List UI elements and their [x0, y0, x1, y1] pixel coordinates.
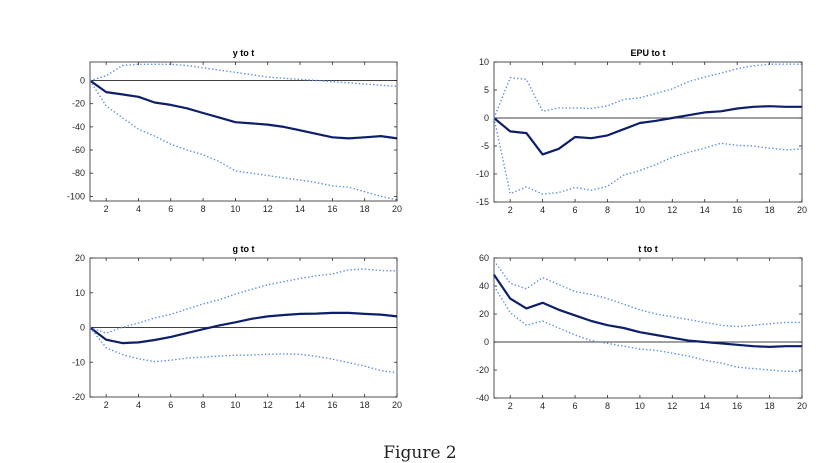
x-tick-label: 18 — [360, 400, 370, 410]
x-tick-label: 6 — [168, 400, 173, 410]
x-tick-label: 6 — [168, 204, 173, 214]
x-tick-label: 6 — [573, 205, 578, 215]
y-tick-label: -60 — [72, 145, 85, 155]
x-tick-label: 18 — [765, 401, 775, 411]
confidence-band-lower-line — [493, 285, 802, 373]
median-response-line — [493, 105, 802, 156]
y-tick-label: -20 — [72, 99, 85, 109]
panel-title: g to t — [233, 244, 255, 254]
x-tick-label: 4 — [136, 204, 141, 214]
y-tick-label: -40 — [476, 393, 489, 403]
x-tick-label: 10 — [230, 204, 240, 214]
x-tick-label: 2 — [508, 205, 513, 215]
x-tick-label: 20 — [392, 400, 402, 410]
y-tick-label: 20 — [479, 309, 489, 319]
x-tick-label: 6 — [573, 401, 578, 411]
confidence-band-lower-line — [89, 80, 398, 201]
y-tick-label: 40 — [479, 281, 489, 291]
x-tick-label: 8 — [605, 205, 610, 215]
confidence-band-upper-line — [493, 63, 802, 119]
y-tick-label: 60 — [479, 253, 489, 263]
panel-title: EPU to t — [631, 48, 666, 58]
x-tick-label: 14 — [700, 401, 710, 411]
median-response-line — [89, 79, 398, 140]
y-tick-label: 0 — [80, 323, 85, 333]
x-tick-label: 4 — [136, 400, 141, 410]
axes-box — [89, 61, 398, 202]
x-tick-label: 2 — [104, 204, 109, 214]
median-response-line — [89, 311, 398, 345]
y-tick-label: 20 — [75, 253, 85, 263]
confidence-band-lower-line — [493, 117, 803, 195]
y-tick-label: -100 — [67, 191, 85, 201]
y-tick-label: 0 — [484, 113, 489, 123]
x-tick-label: 18 — [765, 205, 775, 215]
figure-caption: Figure 2 — [383, 443, 457, 463]
y-tick-label: -20 — [72, 392, 85, 402]
y-tick-label: -20 — [476, 365, 489, 375]
median-response-line — [493, 274, 802, 348]
panel-title: t to t — [638, 244, 658, 254]
x-tick-label: 4 — [540, 401, 545, 411]
x-tick-label: 16 — [732, 205, 742, 215]
x-tick-label: 2 — [508, 401, 513, 411]
y-tick-label: -5 — [481, 141, 489, 151]
y-tick-label: -10 — [72, 357, 85, 367]
x-tick-label: 14 — [295, 400, 305, 410]
x-tick-label: 8 — [201, 400, 206, 410]
panel-3: g to t 2 4 6 8 10 12 14 16 18 20 20 10 0 -10 -20 — [72, 244, 402, 410]
panel-title: y to t — [233, 48, 255, 58]
x-tick-label: 10 — [635, 205, 645, 215]
x-tick-label: 12 — [263, 204, 273, 214]
x-tick-label: 12 — [667, 401, 677, 411]
y-tick-label: 10 — [479, 57, 489, 67]
confidence-band-upper-line — [89, 268, 398, 334]
y-tick-label: 10 — [75, 288, 85, 298]
x-tick-label: 14 — [295, 204, 305, 214]
x-tick-label: 10 — [230, 400, 240, 410]
x-tick-label: 14 — [700, 205, 710, 215]
confidence-band-upper-line — [493, 260, 802, 328]
y-tick-label: 0 — [484, 337, 489, 347]
confidence-band-lower-line — [89, 327, 398, 374]
panel-1: y to t 2 4 6 8 10 12 14 16 18 20 0 -20 -40 -60 -80 -100 — [67, 48, 402, 214]
x-tick-label: 20 — [797, 401, 807, 411]
x-tick-label: 16 — [327, 400, 337, 410]
x-tick-label: 12 — [263, 400, 273, 410]
panel-2: EPU to t 2 4 6 8 10 12 14 16 18 20 10 5 0 -5 -10 -15 — [476, 48, 807, 215]
y-tick-label: -80 — [72, 168, 85, 178]
figure-canvas: y to t2 4 6 8 10 12 14 16 18 200-20-40-60-80-100E… — [67, 48, 807, 411]
x-tick-label: 18 — [360, 204, 370, 214]
x-tick-label: 8 — [201, 204, 206, 214]
axes-box — [493, 257, 803, 399]
x-tick-label: 12 — [667, 205, 677, 215]
y-tick-label: 0 — [80, 76, 85, 86]
x-tick-label: 20 — [797, 205, 807, 215]
y-tick-label: -40 — [72, 122, 85, 132]
y-tick-label: -15 — [476, 197, 489, 207]
y-tick-label: 5 — [484, 85, 489, 95]
x-tick-label: 2 — [104, 400, 109, 410]
x-tick-label: 4 — [540, 205, 545, 215]
x-tick-label: 16 — [732, 401, 742, 411]
x-tick-label: 16 — [327, 204, 337, 214]
y-tick-label: -10 — [476, 169, 489, 179]
panel-4: t to t 2 4 6 8 10 12 14 16 18 20 60 40 20 0 -20 -40 — [476, 244, 807, 411]
axes-box — [493, 61, 803, 203]
confidence-band-upper-line — [89, 63, 398, 87]
x-tick-label: 10 — [635, 401, 645, 411]
x-tick-label: 20 — [392, 204, 402, 214]
x-tick-label: 8 — [605, 401, 610, 411]
